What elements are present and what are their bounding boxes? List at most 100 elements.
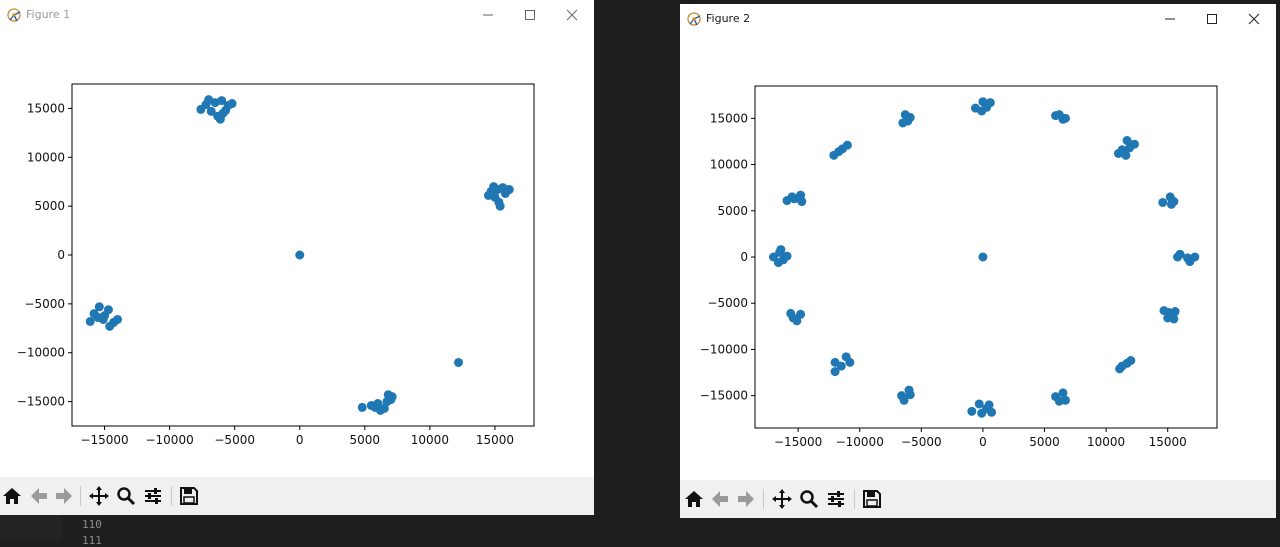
window-title: Figure 1 <box>26 8 71 21</box>
back-button[interactable] <box>27 483 51 509</box>
scatter-chart[interactable]: −15000 −10000 −5000 0 5000 10000 15000 15000 100… <box>0 0 594 476</box>
maximize-button[interactable] <box>509 0 551 30</box>
data-point <box>370 402 380 412</box>
data-point <box>1060 395 1070 405</box>
data-point <box>489 182 499 192</box>
toolbar-separator <box>80 486 81 506</box>
arrow-left-icon <box>31 488 47 504</box>
y-tick-label: 15000 <box>27 101 65 115</box>
scatter-chart[interactable]: −15000 −10000 −5000 0 5000 10000 15000 15000 100… <box>680 4 1276 480</box>
zoom-icon <box>800 490 819 509</box>
y-tick-label: 5000 <box>34 199 65 213</box>
data-point <box>1115 364 1125 374</box>
configure-subplots-button[interactable] <box>824 486 848 512</box>
y-tick-label: 10000 <box>710 158 748 172</box>
sliders-icon <box>828 491 844 507</box>
x-tick-label: −5000 <box>901 435 942 449</box>
data-point <box>789 194 799 204</box>
zoom-icon <box>117 487 136 506</box>
home-icon <box>685 491 703 507</box>
maximize-button[interactable] <box>1191 4 1233 34</box>
y-tick-label: −10000 <box>700 342 748 356</box>
data-point <box>978 252 988 262</box>
forward-button[interactable] <box>734 486 758 512</box>
data-point <box>797 197 807 207</box>
data-point <box>788 313 798 323</box>
save-button[interactable] <box>177 483 201 509</box>
home-button[interactable] <box>0 483 24 509</box>
data-point <box>903 116 913 126</box>
data-point <box>1125 143 1135 153</box>
configure-subplots-button[interactable] <box>141 483 165 509</box>
x-tick-label: −15000 <box>80 433 128 447</box>
data-point <box>782 196 792 206</box>
data-point <box>899 395 909 405</box>
navigation-toolbar <box>680 480 1276 518</box>
pan-button[interactable] <box>770 486 794 512</box>
x-tick-label: −5000 <box>214 433 255 447</box>
data-point <box>113 314 123 324</box>
data-point <box>985 98 995 108</box>
data-point <box>105 321 115 331</box>
close-button[interactable] <box>1233 4 1275 34</box>
y-tick-label: −15000 <box>17 395 65 409</box>
back-button[interactable] <box>708 486 732 512</box>
x-tick-label: 0 <box>979 435 987 449</box>
maximize-icon <box>525 10 535 20</box>
close-icon <box>566 9 578 21</box>
close-button[interactable] <box>551 0 593 30</box>
data-point <box>1126 356 1136 366</box>
data-point <box>842 140 852 150</box>
x-tick-label: 10000 <box>1087 435 1125 449</box>
data-point <box>85 316 95 326</box>
y-tick-label: 0 <box>740 250 748 264</box>
zoom-button[interactable] <box>797 486 821 512</box>
data-point <box>217 96 227 106</box>
forward-button[interactable] <box>52 483 76 509</box>
maximize-icon <box>1207 14 1217 24</box>
window-titlebar[interactable]: Figure 2 <box>680 4 1276 34</box>
y-tick-label: −15000 <box>700 389 748 403</box>
data-point <box>977 106 987 116</box>
home-icon <box>3 488 21 504</box>
y-tick-label: −10000 <box>17 346 65 360</box>
minimize-button[interactable] <box>467 0 509 30</box>
x-tick-label: −10000 <box>836 435 884 449</box>
line-number: 111 <box>82 534 102 547</box>
data-point <box>1173 252 1183 262</box>
data-point <box>1058 114 1068 124</box>
save-button[interactable] <box>860 486 884 512</box>
app-icon <box>687 12 701 26</box>
toolbar-separator <box>171 486 172 506</box>
data-point <box>387 392 397 402</box>
data-point <box>967 406 977 416</box>
figure-2-window: Figure 2 −15000 −10000 −5000 0 5000 10000 1500… <box>680 4 1276 518</box>
data-point <box>974 399 984 409</box>
y-tick-label: 0 <box>57 248 65 262</box>
x-tick-label: 0 <box>296 433 304 447</box>
save-icon <box>863 490 881 508</box>
y-tick-label: −5000 <box>24 297 65 311</box>
data-point <box>905 390 915 400</box>
data-point <box>215 114 225 124</box>
figure-1-window: Figure 1 −15000 −10000 −5000 0 5000 10000 1500… <box>0 0 594 515</box>
window-titlebar[interactable]: Figure 1 <box>0 0 594 30</box>
y-tick-label: −5000 <box>707 296 748 310</box>
data-point <box>94 302 104 312</box>
minimize-button[interactable] <box>1149 4 1191 34</box>
zoom-button[interactable] <box>114 483 138 509</box>
arrow-right-icon <box>738 491 754 507</box>
navigation-toolbar <box>0 477 594 515</box>
close-icon <box>1248 13 1260 25</box>
pan-button[interactable] <box>87 483 111 509</box>
home-button[interactable] <box>682 486 706 512</box>
data-point <box>830 367 840 377</box>
data-point <box>1051 111 1061 121</box>
data-point <box>206 106 216 116</box>
data-point <box>93 313 103 323</box>
x-tick-label: 5000 <box>350 433 381 447</box>
x-tick-label: −15000 <box>774 435 822 449</box>
data-point <box>984 400 994 410</box>
y-tick-label: 10000 <box>27 150 65 164</box>
app-icon <box>7 8 21 22</box>
